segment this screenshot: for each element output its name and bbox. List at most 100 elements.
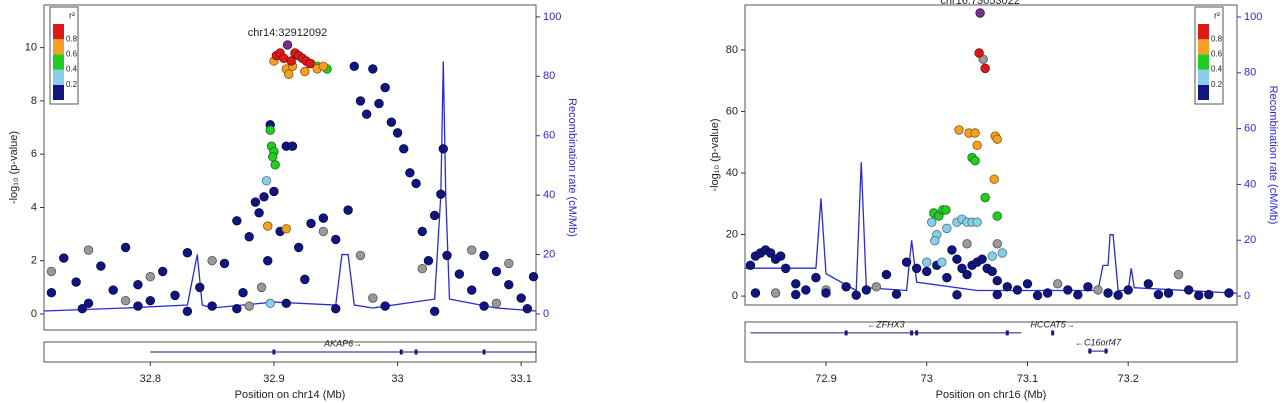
snp-point	[952, 254, 962, 264]
x-tick-label: 73	[921, 373, 933, 385]
y-axis-label: -log₁₀ (p-value)	[709, 118, 721, 191]
y-tick-label: 20	[726, 228, 738, 240]
y2-axis-label: Recombination rate (cM/Mb)	[566, 98, 578, 237]
snp-point	[120, 295, 131, 306]
snp-point	[442, 250, 452, 261]
snp-point	[992, 275, 1002, 286]
lead-snp-label: chr16:73053022	[940, 0, 1020, 7]
snp-point	[83, 245, 94, 255]
snp-point	[911, 263, 922, 274]
legend-tick-label: 0.6	[66, 50, 78, 59]
y-tick-label: 80	[726, 44, 738, 56]
snp-point	[997, 248, 1007, 258]
gene-frame	[744, 321, 1238, 363]
snp-point	[516, 293, 526, 303]
gene-label: ←C16orf47	[1075, 337, 1122, 347]
snp-point	[250, 197, 261, 207]
snp-point	[504, 280, 514, 290]
snp-point	[300, 274, 310, 285]
y-tick-label: 8	[31, 95, 37, 107]
snp-point	[992, 211, 1002, 221]
snp-point	[942, 272, 952, 283]
snp-point	[182, 248, 193, 258]
snp-point	[1012, 285, 1023, 295]
snp-point	[780, 263, 791, 274]
y2-tick-label: 40	[543, 189, 555, 201]
snp-point	[269, 186, 279, 197]
snp-point	[355, 250, 366, 261]
exon	[1104, 348, 1108, 354]
snp-point	[922, 257, 932, 267]
snp-point	[219, 258, 230, 269]
y2-tick-label: 80	[1244, 67, 1256, 79]
snp-point	[1032, 290, 1043, 301]
snp-point	[195, 282, 205, 293]
snp-point	[927, 217, 937, 227]
snp-point	[992, 134, 1002, 144]
snp-point	[349, 61, 359, 71]
snp-point	[145, 272, 156, 282]
snp-point	[380, 82, 390, 93]
snp-point	[942, 223, 952, 234]
snp-point	[962, 239, 972, 249]
snp-point	[980, 192, 990, 203]
y-tick-label: 40	[726, 167, 738, 179]
y-tick-label: 0	[732, 290, 738, 302]
snp-point	[1042, 288, 1053, 298]
snp-point	[987, 266, 997, 277]
snp-point	[1143, 279, 1154, 289]
y-tick-label: 6	[31, 148, 37, 160]
snp-point	[417, 264, 427, 274]
y2-tick-label: 100	[543, 11, 561, 23]
snp-point	[937, 257, 947, 267]
snp-point	[491, 298, 502, 309]
plot-frame	[43, 4, 537, 331]
snp-point	[962, 269, 972, 280]
x-axis-label: Position on chr16 (Mb)	[936, 389, 1047, 401]
snp-point	[207, 301, 217, 311]
snp-point	[77, 303, 88, 314]
y2-tick-label: 0	[1244, 290, 1250, 302]
exon	[915, 330, 919, 336]
x-tick-label: 33	[391, 373, 403, 385]
snp-point	[947, 245, 957, 255]
snp-point	[972, 217, 982, 227]
snp-point	[108, 285, 118, 295]
snp-point	[801, 285, 811, 295]
snp-point	[989, 174, 999, 184]
recombination-line	[43, 61, 537, 312]
snp-point	[941, 205, 951, 215]
y-tick-label: 10	[25, 42, 37, 54]
snp-point	[254, 208, 264, 218]
gene-label: ←ZFHX3	[867, 319, 905, 329]
snp-point	[263, 256, 273, 266]
legend-swatch	[1198, 69, 1209, 85]
exon	[910, 330, 914, 336]
snp-point	[238, 288, 248, 298]
snp-point	[891, 289, 902, 299]
snp-point	[1163, 288, 1174, 298]
snp-point	[361, 109, 372, 119]
snp-point	[368, 64, 378, 74]
snp-point	[1173, 269, 1184, 280]
y2-tick-label: 100	[1244, 11, 1262, 23]
snp-point	[970, 128, 980, 138]
snp-point	[504, 258, 514, 269]
snp-point	[851, 290, 861, 300]
legend-tick-label: 0.2	[66, 80, 78, 89]
snp-point	[232, 303, 242, 314]
gene-label: HCCAT5→	[1030, 319, 1074, 329]
snp-point	[1194, 290, 1204, 301]
snp-point	[133, 280, 143, 290]
snp-point	[1083, 282, 1093, 292]
x-tick-label: 32.9	[263, 373, 284, 385]
snp-point	[454, 269, 465, 279]
legend-swatch	[1198, 24, 1209, 40]
snp-point	[405, 168, 415, 178]
snp-point	[96, 261, 106, 271]
y2-axis-label: Recombination rate (cM/Mb)	[1267, 86, 1279, 225]
legend-swatch	[1198, 54, 1209, 70]
exon	[272, 349, 276, 355]
snp-point	[318, 226, 329, 237]
snp-point	[120, 242, 131, 253]
